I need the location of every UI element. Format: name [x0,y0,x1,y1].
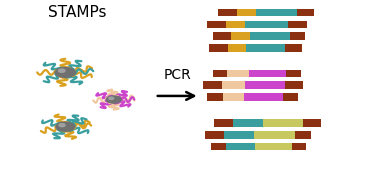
Bar [227,70,249,77]
Circle shape [109,97,114,100]
Bar [203,81,222,89]
Bar [303,119,321,127]
Bar [249,70,286,77]
Circle shape [55,68,75,77]
Bar [218,9,237,16]
Bar [207,93,223,101]
Bar [256,9,297,16]
Bar [290,32,305,40]
Bar [207,21,226,28]
Bar [245,21,288,28]
Bar [213,32,231,40]
Circle shape [59,69,65,72]
Bar [297,9,314,16]
Bar [228,44,246,52]
Circle shape [56,122,75,131]
Bar [250,32,290,40]
Bar [226,143,255,150]
Bar [288,21,307,28]
Circle shape [59,124,65,127]
Text: PCR: PCR [163,68,191,82]
Bar [283,93,298,101]
Bar [213,70,227,77]
Bar [295,131,311,139]
Bar [244,93,283,101]
Bar [254,131,295,139]
Circle shape [106,96,121,103]
Bar [285,44,302,52]
Bar [285,81,303,89]
Bar [231,32,250,40]
Bar [209,44,228,52]
Bar [237,9,256,16]
Bar [222,81,245,89]
Bar [224,131,254,139]
Bar [211,143,226,150]
Bar [205,131,224,139]
Bar [233,119,263,127]
Bar [226,21,245,28]
Bar [286,70,301,77]
Text: STAMPs: STAMPs [48,5,107,20]
Bar [214,119,233,127]
Bar [255,143,292,150]
Bar [245,81,285,89]
Bar [263,119,303,127]
Bar [292,143,306,150]
Bar [223,93,244,101]
Bar [246,44,285,52]
